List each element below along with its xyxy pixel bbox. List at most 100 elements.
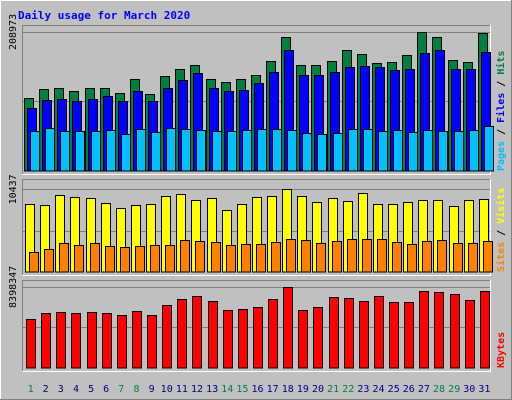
x-tick-label-day-23: 23	[357, 384, 369, 395]
bar-pages-day-24	[378, 131, 388, 172]
bar-kbytes-day-17	[268, 299, 278, 369]
bar-sites-day-14	[226, 245, 236, 273]
bar-sites-day-9	[150, 245, 160, 273]
bar-sites-day-29	[453, 243, 463, 273]
x-tick-label-day-26: 26	[403, 384, 415, 395]
bar-sites-day-25	[392, 242, 402, 273]
x-tick-label-day-15: 15	[236, 384, 248, 395]
bar-kbytes-day-13	[208, 301, 218, 369]
bar-pages-day-4	[75, 131, 85, 172]
bar-sites-day-12	[195, 241, 205, 273]
bar-kbytes-day-11	[177, 299, 187, 369]
bar-pages-day-19	[302, 133, 312, 172]
bar-sites-day-10	[165, 245, 175, 273]
bar-sites-day-17	[271, 242, 281, 273]
bar-pages-day-16	[257, 129, 267, 172]
bar-sites-day-1	[29, 252, 39, 273]
bar-pages-day-31	[484, 126, 494, 172]
x-tick-label-day-7: 7	[118, 384, 124, 395]
bar-kbytes-day-27	[419, 291, 429, 369]
series-visits	[25, 189, 489, 273]
bar-pages-day-25	[393, 130, 403, 172]
chart-title: Daily usage for March 2020	[18, 9, 190, 22]
bar-sites-day-19	[301, 240, 311, 273]
bar-pages-day-1	[30, 131, 40, 172]
legend-entry-separator-3: /	[496, 81, 507, 93]
bar-kbytes-day-20	[313, 307, 323, 369]
bar-kbytes-day-6	[102, 313, 112, 369]
bar-pages-day-30	[469, 130, 479, 172]
bar-pages-day-14	[227, 131, 237, 172]
x-tick-label-day-10: 10	[161, 384, 173, 395]
x-tick-label-day-1: 1	[28, 384, 34, 395]
legend-entry-separator-1: /	[496, 230, 507, 242]
panel-visits: 10437 Sites / Visits	[8, 174, 507, 276]
bar-pages-day-9	[151, 132, 161, 172]
bar-kbytes-day-30	[465, 300, 475, 369]
bar-pages-day-18	[287, 130, 297, 172]
bar-kbytes-day-15	[238, 309, 248, 369]
x-tick-label-day-30: 30	[463, 384, 475, 395]
bar-sites-day-31	[483, 241, 493, 273]
bar-sites-day-7	[120, 247, 130, 273]
bar-pages-day-29	[454, 131, 464, 172]
bar-kbytes-day-19	[298, 310, 308, 369]
bar-pages-day-5	[91, 131, 101, 172]
bar-sites-day-20	[316, 243, 326, 273]
bar-kbytes-day-16	[253, 307, 263, 369]
x-tick-label-day-11: 11	[176, 384, 188, 395]
bar-sites-day-13	[211, 242, 221, 273]
bar-kbytes-day-8	[132, 311, 142, 369]
bar-kbytes-day-5	[87, 312, 97, 369]
legend-entry-visits: Visits	[495, 188, 507, 230]
legend-entry-hits: Hits	[495, 51, 507, 81]
bar-sites-day-16	[256, 244, 266, 273]
x-tick-label-day-25: 25	[388, 384, 400, 395]
bar-kbytes-day-24	[374, 296, 384, 369]
legend-entry-separator-1: /	[496, 129, 507, 141]
panel-visits-max-label: 10437	[8, 174, 19, 204]
bar-kbytes-day-29	[450, 294, 460, 369]
x-tick-label-day-29: 29	[448, 384, 460, 395]
panel-hits-legend: Pages / Files / Hits	[495, 51, 507, 171]
bar-pages-day-12	[196, 130, 206, 172]
bar-pages-day-26	[408, 132, 418, 172]
bar-sites-day-26	[407, 244, 417, 273]
bar-kbytes-day-21	[329, 297, 339, 369]
legend-entry-kbytes: KBytes	[496, 332, 507, 368]
x-tick-label-day-31: 31	[478, 384, 490, 395]
bar-sites-day-8	[135, 246, 145, 273]
x-tick-label-day-17: 17	[267, 384, 279, 395]
x-tick-label-day-9: 9	[149, 384, 155, 395]
bar-pages-day-6	[106, 130, 116, 172]
bar-kbytes-day-10	[162, 305, 172, 369]
bar-kbytes-day-28	[434, 292, 444, 369]
bar-kbytes-day-26	[404, 302, 414, 369]
x-tick-label-day-6: 6	[103, 384, 109, 395]
bar-pages-day-10	[166, 128, 176, 172]
x-tick-label-day-21: 21	[327, 384, 339, 395]
bar-kbytes-day-7	[117, 315, 127, 369]
bar-sites-day-28	[437, 240, 447, 273]
bar-pages-day-7	[121, 134, 131, 172]
bar-kbytes-day-1	[26, 319, 36, 369]
bar-sites-day-23	[362, 239, 372, 273]
bar-sites-day-30	[468, 243, 478, 273]
bar-pages-day-28	[438, 131, 448, 172]
legend-entry-pages: Pages	[496, 141, 507, 171]
bar-sites-day-5	[90, 243, 100, 273]
x-tick-label-day-24: 24	[372, 384, 384, 395]
bar-sites-day-2	[44, 249, 54, 273]
x-tick-label-day-14: 14	[221, 384, 233, 395]
x-tick-label-day-27: 27	[418, 384, 430, 395]
x-tick-label-day-12: 12	[191, 384, 203, 395]
x-tick-label-day-16: 16	[251, 384, 263, 395]
x-tick-label-day-3: 3	[58, 384, 64, 395]
bar-pages-day-22	[348, 129, 358, 172]
bar-kbytes-day-9	[147, 315, 157, 369]
bar-kbytes-day-4	[71, 313, 81, 369]
panel-kbytes: 8398347 KBytes	[8, 266, 507, 372]
bar-kbytes-day-14	[223, 310, 233, 369]
x-tick-label-day-18: 18	[282, 384, 294, 395]
bar-pages-day-21	[333, 133, 343, 172]
